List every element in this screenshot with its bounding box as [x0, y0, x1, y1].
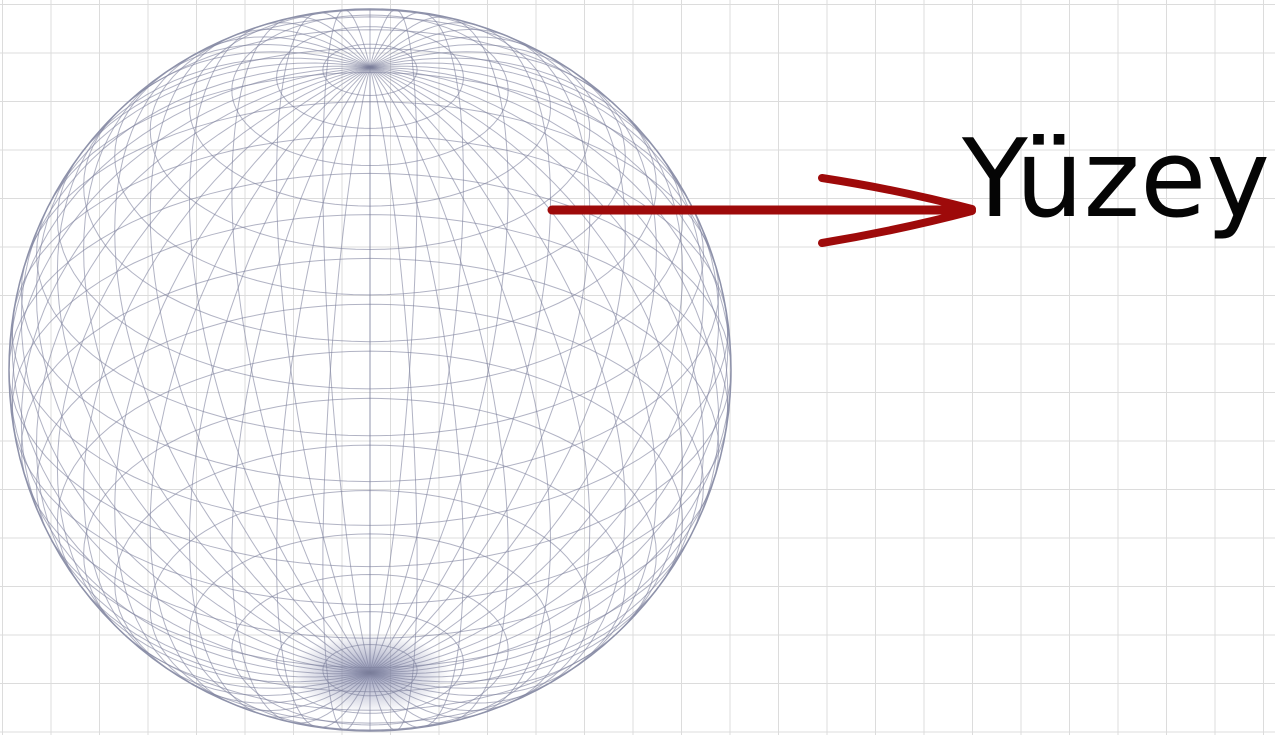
arrow-head-upper	[818, 174, 976, 213]
parallel	[56, 47, 684, 390]
parallel	[322, 43, 418, 96]
parallel	[20, 257, 720, 639]
parallel	[322, 643, 418, 697]
arrow-head-lower	[818, 207, 976, 247]
parallel	[83, 29, 657, 343]
parallel	[231, 573, 509, 726]
parallel	[114, 16, 626, 296]
parallel	[35, 303, 705, 668]
surface-label: Yüzey	[961, 117, 1270, 242]
sphere-outline	[8, 8, 732, 732]
parallel	[56, 350, 684, 693]
parallel	[11, 214, 729, 605]
parallel	[276, 611, 464, 714]
parallel	[231, 14, 509, 166]
parallel	[188, 533, 552, 731]
parallel	[35, 71, 705, 437]
parallel	[149, 489, 591, 731]
parallel	[8, 172, 732, 568]
wireframe-sphere	[8, 8, 732, 732]
arrow	[547, 174, 976, 247]
parallel	[11, 134, 729, 526]
parallel	[20, 101, 720, 483]
parallel	[276, 26, 464, 129]
parallel	[149, 9, 591, 250]
